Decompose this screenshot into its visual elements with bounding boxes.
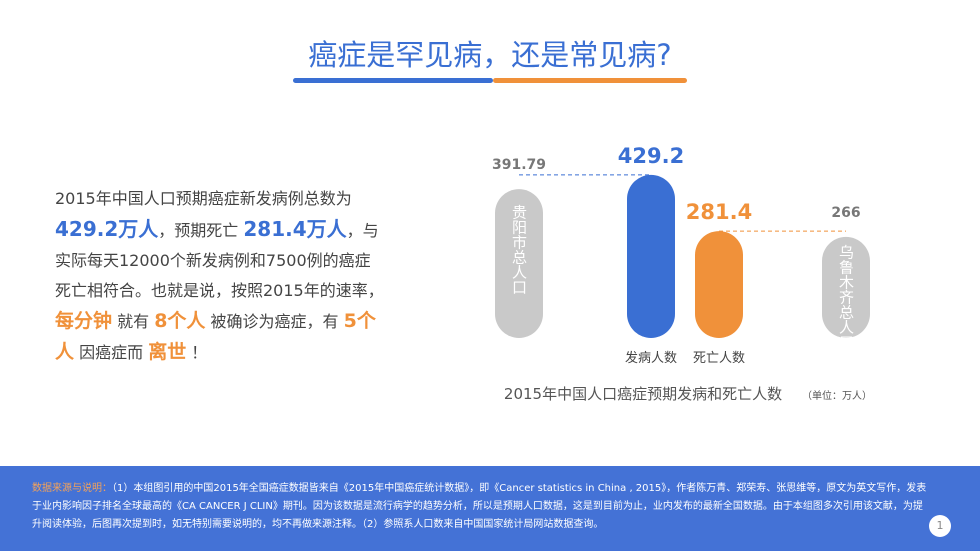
category-label: 死亡人数 (693, 351, 745, 366)
text: ！ (186, 343, 208, 362)
chart: 2015年中国人口癌症预期发病和死亡人数 （单位：万人） 391.79 贵阳市总人… (492, 144, 872, 403)
highlight: 每分钟 (55, 310, 113, 332)
bar (695, 231, 743, 338)
highlight: 8个人 (154, 310, 206, 332)
underline (293, 78, 493, 83)
text: 2015年中国人口预期癌症新发病例总数为 (55, 189, 352, 208)
text: ，与实际每天12000个新发病例和7500例的癌症死亡相符合。也就是说，按照20… (55, 221, 384, 300)
bar (495, 189, 543, 338)
highlight: 281.4万人 (243, 217, 347, 241)
value-label: 281.4 (686, 200, 752, 224)
footnote: 数据来源与说明：（1）本组图引用的中国2015年全国癌症数据皆来自《2015年中… (32, 480, 932, 534)
value-label: 429.2 (618, 144, 684, 168)
text: 被确诊为癌症，有 (205, 312, 344, 331)
text: 就有 (112, 312, 155, 331)
category-label: 发病人数 (625, 350, 677, 366)
highlight: 5个人 (55, 310, 376, 363)
title: 癌症是罕见病，还是常见病? (308, 38, 672, 72)
underline (493, 78, 687, 83)
category-label: 乌鲁木齐总人口 (837, 244, 855, 349)
unit: （单位：万人） (802, 389, 872, 402)
bar (822, 236, 870, 338)
text: 因癌症而 (74, 343, 149, 362)
chart-title: 2015年中国人口癌症预期发病和死亡人数 (504, 385, 782, 403)
paragraph: 2015年中国人口预期癌症新发病例总数为 429.2万人，预期死亡 281.4万人… (55, 184, 385, 368)
footer: 数据来源与说明：（1）本组图引用的中国2015年全国癌症数据皆来自《2015年中… (0, 466, 980, 551)
highlight: 429.2万人 (55, 217, 159, 241)
text: ，预期死亡 (158, 221, 244, 240)
footnote-label: 数据来源与说明： (32, 483, 112, 494)
page-number: 1 (929, 515, 951, 537)
category-label: 贵阳市总人口 (510, 204, 528, 294)
value-label: 266 (831, 205, 860, 221)
footnote-text: （1）本组图引用的中国2015年全国癌症数据皆来自《2015年中国癌症统计数据》… (32, 483, 927, 530)
value-label: 391.79 (492, 157, 546, 173)
bar (627, 174, 675, 338)
highlight: 离世 (148, 341, 187, 363)
